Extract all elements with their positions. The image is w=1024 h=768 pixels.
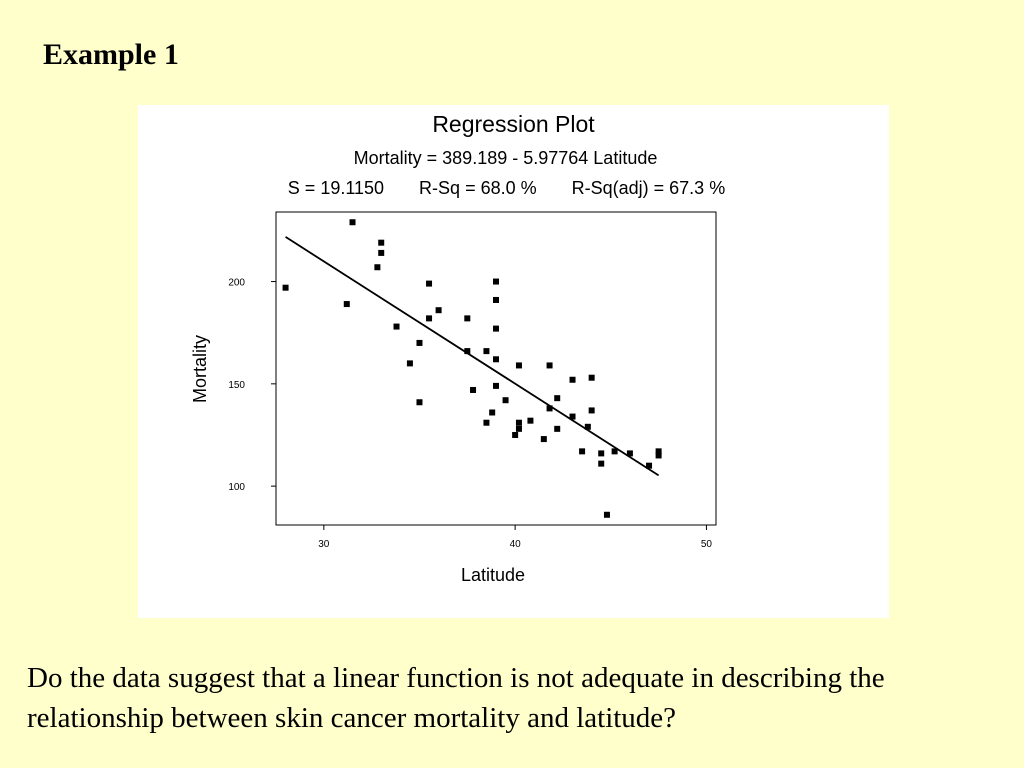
data-point [493,356,499,363]
data-point [569,376,576,383]
data-point [579,448,586,455]
data-point [343,301,350,308]
x-axis-label: Latitude [461,565,525,585]
chart-panel: Regression Plot Mortality = 389.189 - 5.… [138,105,889,618]
data-point [554,425,561,432]
data-point [588,374,595,381]
data-point [588,407,595,414]
data-point [493,325,499,332]
scatter-plot: 30 40 50 100 150 200 Latitude Mortality [190,211,717,585]
data-point [584,423,591,430]
x-tick-label: 50 [701,539,713,550]
data-point [502,397,509,404]
data-point [546,362,553,369]
data-point [546,405,553,412]
data-point [493,296,499,303]
data-point [540,436,547,443]
chart-title: Regression Plot [432,111,595,137]
data-point [483,419,490,426]
data-point [515,425,522,432]
data-point [655,448,662,455]
data-point [483,348,490,355]
data-point [603,511,610,518]
data-point [378,239,385,246]
data-point [515,419,522,426]
data-point [598,450,605,457]
data-point [489,409,496,416]
data-point [646,462,653,469]
data-point [426,280,433,287]
data-point [464,348,471,355]
data-point [470,386,477,393]
data-point [378,249,385,256]
y-axis-label: Mortality [190,335,210,403]
question-text: Do the data suggest that a linear functi… [27,662,885,734]
data-point [655,452,662,459]
slide-title: Example 1 [43,38,179,71]
x-tick-label: 40 [510,539,522,550]
data-point [515,362,522,369]
data-point [493,278,499,285]
data-point [569,413,576,420]
fit-line [285,236,660,477]
data-point [527,417,534,424]
y-tick-label: 100 [228,482,245,493]
data-point [626,450,633,457]
data-point [493,382,499,389]
regression-equation: Mortality = 389.189 - 5.97764 Latitude [353,148,658,168]
fit-line-group [285,236,660,477]
data-point [464,315,471,322]
data-point [393,323,400,330]
data-point [406,360,413,367]
y-tick-label: 150 [228,380,245,391]
data-point [416,339,423,346]
plot-frame [275,211,717,526]
data-point [554,395,561,402]
data-point [611,448,618,455]
data-points [282,219,662,518]
regression-stats: S = 19.1150 R-Sq = 68.0 % R-Sq(adj) = 67… [287,178,726,198]
data-point [598,460,605,467]
data-point [416,399,423,406]
data-point [426,315,433,322]
data-point [512,431,519,438]
data-point [282,284,289,291]
axis-ticks: 30 40 50 100 150 200 [228,278,712,550]
y-tick-label: 200 [228,278,245,289]
x-tick-label: 30 [318,539,330,550]
data-point [349,219,356,226]
data-point [374,264,381,271]
data-point [435,307,442,314]
